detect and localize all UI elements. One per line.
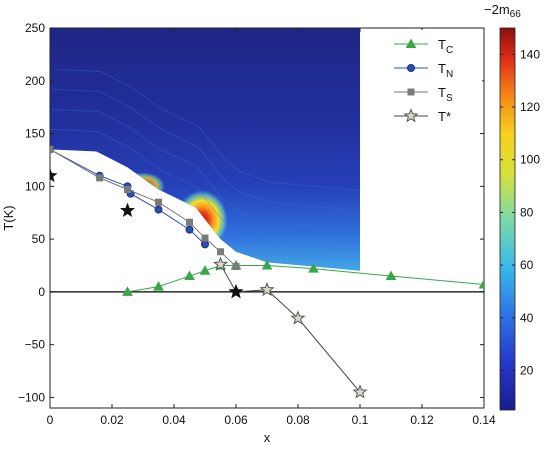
legend-label-main: T xyxy=(438,37,446,52)
y-tick-label: 250 xyxy=(25,21,45,35)
y-axis-label: T(K) xyxy=(1,205,16,230)
legend-swatch-marker xyxy=(407,88,415,96)
legend-swatch-marker xyxy=(405,38,417,48)
data-point xyxy=(217,248,224,256)
data-point xyxy=(96,174,104,182)
series-t_c xyxy=(122,259,484,296)
data-point xyxy=(232,263,240,271)
colorbar-tick-label: 140 xyxy=(520,47,540,61)
data-point xyxy=(385,270,397,281)
legend-label-main: T xyxy=(438,85,446,100)
legend-item: TN xyxy=(394,61,453,80)
series-line xyxy=(220,264,361,393)
colorbar-tick-label: 40 xyxy=(520,311,534,325)
legend-swatch-marker xyxy=(407,64,415,72)
y-tick-label: 50 xyxy=(32,232,46,246)
colorbar-tick-label: 80 xyxy=(520,205,534,219)
data-point xyxy=(155,198,162,206)
legend-label-sub: S xyxy=(446,93,453,104)
colorbar-gradient xyxy=(499,27,516,411)
legend-label-main: T xyxy=(438,61,446,76)
series-extra xyxy=(50,167,244,299)
data-point xyxy=(228,284,244,299)
y-axis: −100 −50 0 50 100 150 200 250 xyxy=(18,21,484,404)
data-point xyxy=(261,259,273,270)
data-point xyxy=(122,286,133,296)
data-point xyxy=(199,265,211,275)
heatmap-region xyxy=(50,28,360,271)
legend-label: T* xyxy=(438,109,451,124)
colorbar-tick-label: 120 xyxy=(520,100,540,114)
legend-item: T* xyxy=(394,108,451,124)
legend-label-main: T* xyxy=(438,109,451,124)
colorbar-tick-label: 20 xyxy=(520,363,534,377)
series-t_s xyxy=(50,145,240,271)
plot-frame xyxy=(49,27,485,409)
x-axis: 0 0.02 0.04 0.06 0.08 0.1 0.12 0.14 xyxy=(47,28,496,427)
data-point xyxy=(50,145,54,153)
data-point xyxy=(308,263,319,273)
data-point xyxy=(185,225,194,234)
y-tick-label: −100 xyxy=(18,390,45,404)
legend-label: TN xyxy=(438,61,453,80)
colorbar-title-sub: 66 xyxy=(510,9,522,20)
colorbar-title: −2m66 xyxy=(484,2,521,20)
y-tick-label: 150 xyxy=(25,127,45,141)
y-tick-label: −50 xyxy=(25,338,46,352)
legend-label-sub: N xyxy=(446,69,453,80)
heatmap-contour-bands xyxy=(50,68,360,252)
colorbar-tick-label: 100 xyxy=(520,153,540,167)
legend-item: TS xyxy=(394,85,453,104)
colorbar-title-main: −2m xyxy=(484,2,510,17)
y-tick-label: 100 xyxy=(25,179,45,193)
x-tick-label: 0.06 xyxy=(224,413,248,427)
heatmap-layer xyxy=(50,28,360,271)
legend-label-sub: C xyxy=(446,45,453,56)
data-point xyxy=(290,310,306,325)
data-point xyxy=(201,234,209,242)
x-tick-label: 0.02 xyxy=(100,413,124,427)
data-point xyxy=(184,270,195,281)
x-tick-label: 0.1 xyxy=(352,413,369,427)
data-point xyxy=(213,256,228,271)
legend-label: TS xyxy=(438,85,453,104)
x-tick-label: 0.08 xyxy=(286,413,310,427)
y-tick-label: 0 xyxy=(38,285,45,299)
data-point xyxy=(153,281,164,291)
x-tick-label: 0.04 xyxy=(162,413,186,427)
data-point xyxy=(201,240,209,249)
series-layer xyxy=(50,145,484,399)
x-axis-label: x xyxy=(264,430,271,445)
data-point xyxy=(352,384,368,399)
colorbar: 20 40 60 80 100 120 140 −2m66 xyxy=(484,2,540,411)
data-point xyxy=(186,218,193,226)
data-point xyxy=(478,278,484,289)
x-tick-label: 0.12 xyxy=(410,413,434,427)
colorbar-tick-label: 60 xyxy=(520,258,534,272)
data-point xyxy=(50,167,58,183)
series-line xyxy=(127,265,484,293)
legend-label: TC xyxy=(438,37,453,56)
legend-box xyxy=(388,30,482,128)
series-tstar xyxy=(213,256,368,399)
x-tick-label: 0 xyxy=(47,413,54,427)
y-tick-label: 200 xyxy=(25,74,45,88)
data-point xyxy=(124,186,131,193)
data-point xyxy=(259,281,275,297)
legend-swatch-marker xyxy=(403,108,419,123)
data-point xyxy=(120,202,135,217)
x-tick-label: 0.14 xyxy=(472,413,496,427)
legend-item: TC xyxy=(394,37,453,56)
data-point xyxy=(154,205,163,214)
